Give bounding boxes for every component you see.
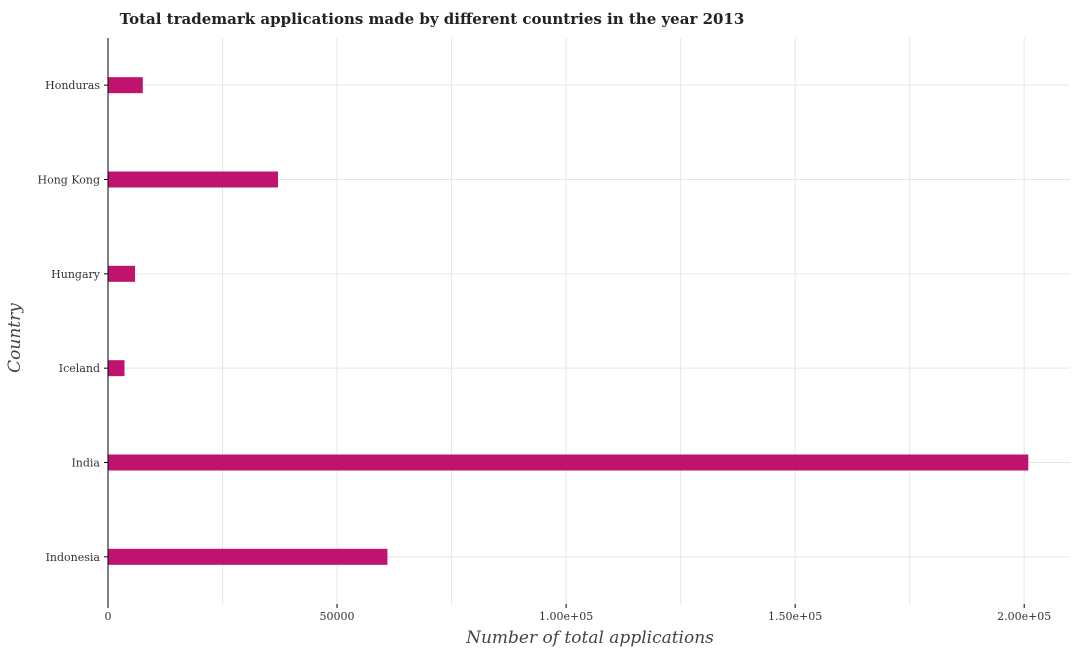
bar-india <box>108 454 1029 471</box>
grid-lines <box>107 38 1070 604</box>
bar-iceland <box>108 360 125 377</box>
x-axis-label: Number of total applications <box>465 628 714 648</box>
x-tick-label: 2.00e+05 <box>997 610 1051 623</box>
x-tick-label: 1.00e+05 <box>539 610 593 623</box>
bar-honduras <box>108 77 143 94</box>
axes <box>104 38 1025 608</box>
y-tick-label: Indonesia <box>46 551 101 564</box>
bars <box>108 77 1029 565</box>
chart-title: Total trademark applications made by dif… <box>120 10 745 28</box>
x-tick-label: 1.50e+05 <box>768 610 822 623</box>
y-tick-label: Iceland <box>59 362 100 375</box>
tick-labels: Honduras Hong Kong Hungary Iceland India Indo… <box>37 79 1051 623</box>
x-tick-label: 50000 <box>320 610 355 623</box>
x-tick-label: 0 <box>105 610 112 623</box>
bar-hungary <box>108 265 136 282</box>
y-tick-label: India <box>71 457 100 470</box>
y-tick-label: Honduras <box>45 79 100 92</box>
bar-indonesia <box>108 548 388 565</box>
bar-hong-kong <box>108 171 278 188</box>
y-axis-label: Country <box>5 303 25 373</box>
y-tick-label: Hungary <box>51 268 101 281</box>
y-tick-label: Hong Kong <box>37 174 100 187</box>
